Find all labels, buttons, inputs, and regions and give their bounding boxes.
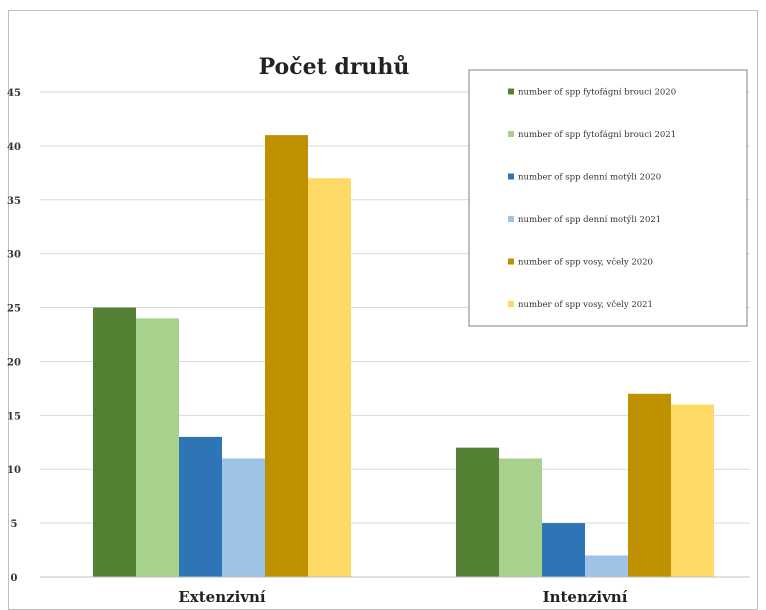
bar <box>136 318 179 577</box>
y-axis-ticks: 0 5 10 15 20 25 30 35 40 45 <box>7 88 21 584</box>
bar <box>499 458 542 577</box>
legend-box <box>468 69 748 327</box>
bars <box>93 135 714 577</box>
y-tick-label: 25 <box>7 304 21 315</box>
category-labels: Extenzivní Intenzivní <box>178 588 627 606</box>
y-tick-label: 20 <box>7 357 21 368</box>
legend-label: number of spp vosy, včely 2021 <box>518 299 653 310</box>
y-tick-label: 0 <box>11 573 18 584</box>
bar <box>222 458 265 577</box>
y-tick-label: 10 <box>7 465 21 476</box>
bar <box>628 393 671 577</box>
bar <box>93 307 136 577</box>
bar <box>456 447 499 577</box>
legend-swatch <box>508 173 514 180</box>
bar <box>179 436 222 577</box>
y-tick-label: 35 <box>7 196 21 207</box>
legend: number of spp fytofágní brouci 2020 numbe… <box>468 69 748 327</box>
y-tick-label: 30 <box>7 250 21 261</box>
legend-label: number of spp fytofágní brouci 2021 <box>518 129 676 140</box>
legend-label: number of spp vosy, včely 2020 <box>518 257 653 268</box>
bar <box>585 555 628 577</box>
legend-swatch <box>508 301 514 307</box>
legend-swatch <box>508 131 514 137</box>
bar <box>671 404 714 577</box>
legend-swatch <box>508 216 514 222</box>
legend-swatch <box>508 258 514 265</box>
legend-label: number of spp denní motýli 2020 <box>518 172 661 183</box>
bar <box>265 135 308 577</box>
y-tick-label: 5 <box>11 519 18 530</box>
chart-title: Počet druhů <box>259 54 410 80</box>
legend-label: number of spp denní motýli 2021 <box>518 214 661 225</box>
legend-swatch <box>508 88 514 95</box>
legend-label: number of spp fytofágní brouci 2020 <box>518 87 676 98</box>
y-tick-label: 40 <box>7 142 21 153</box>
bar <box>308 178 351 577</box>
y-tick-label: 45 <box>7 88 21 99</box>
category-label: Intenzivní <box>543 588 628 606</box>
y-tick-label: 15 <box>7 411 21 422</box>
category-label: Extenzivní <box>178 588 266 606</box>
bar <box>542 523 585 577</box>
